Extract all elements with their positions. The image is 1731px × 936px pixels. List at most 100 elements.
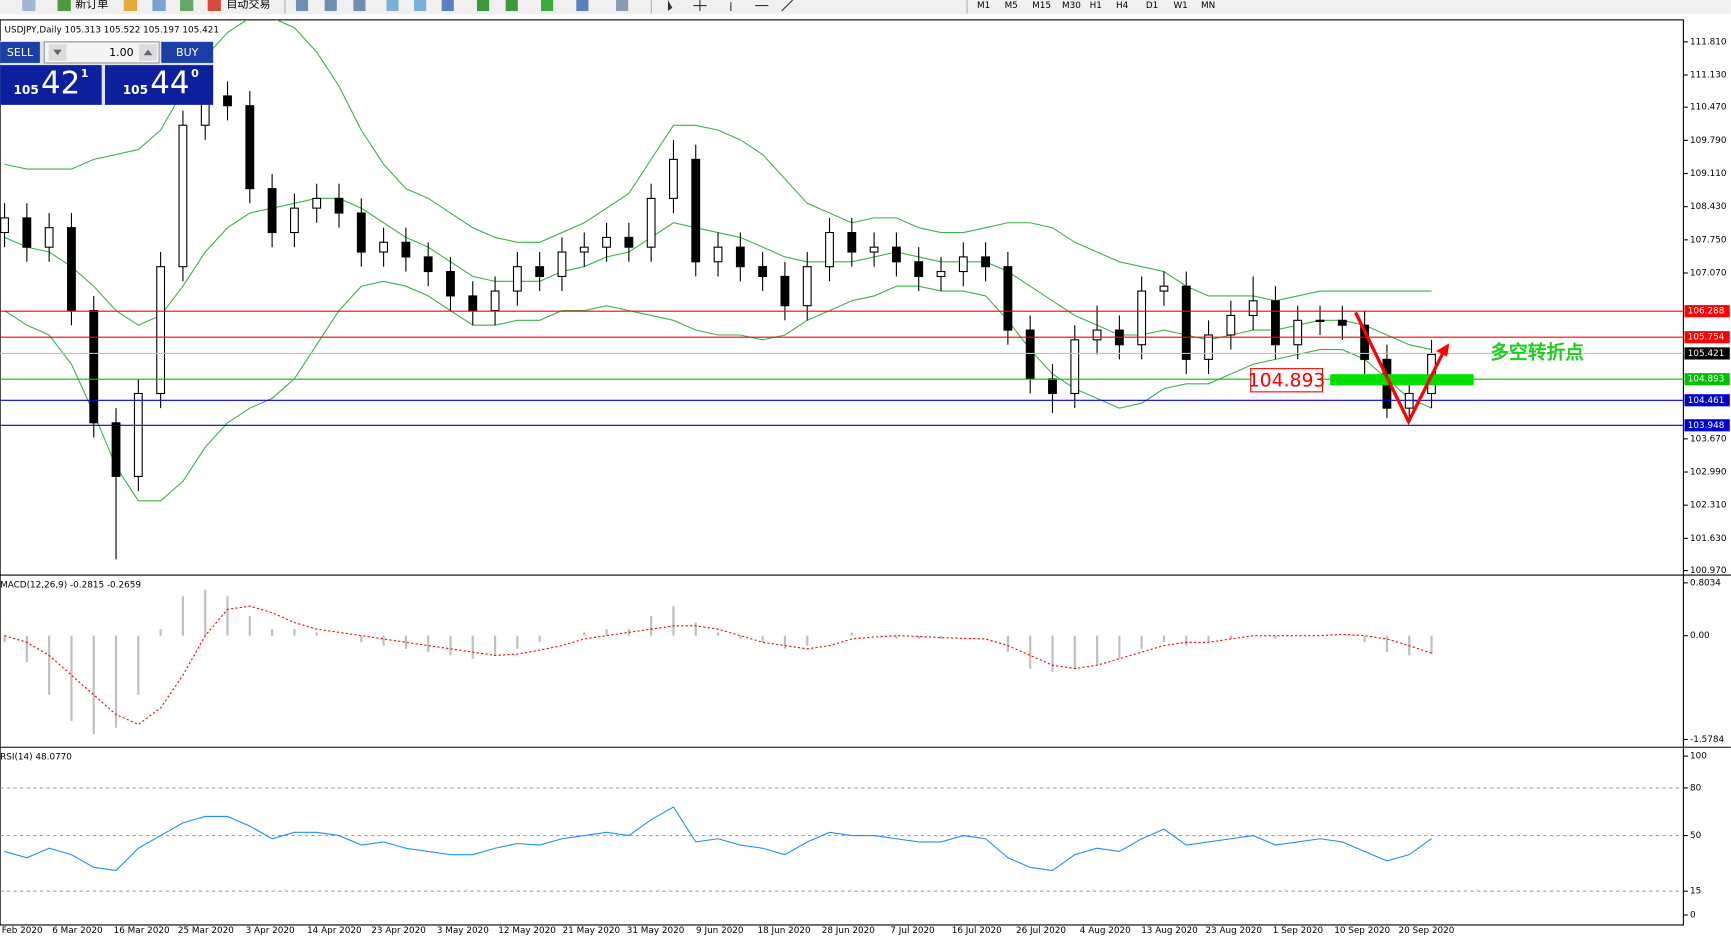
y-tick-label: 107.070 (1690, 269, 1727, 279)
icon[interactable] (441, 0, 454, 12)
ask-pip: 0 (191, 67, 199, 80)
bid-big: 105 (13, 83, 38, 97)
candle-body (735, 246, 745, 268)
bid-main: 42 (41, 65, 80, 101)
price-tag (1684, 394, 1730, 407)
candle-body (847, 231, 857, 253)
y-tick-label: 80 (1690, 783, 1702, 793)
candle-body (312, 197, 322, 209)
indicators[interactable] (540, 0, 554, 12)
price-tag-label: 103.948 (1688, 421, 1725, 431)
candle-body (1204, 334, 1213, 360)
ask-box[interactable] (105, 65, 214, 105)
candle-body (22, 217, 32, 248)
candle-body (1137, 290, 1147, 346)
candle-body (758, 266, 768, 277)
arrow-down (53, 49, 62, 56)
auto-trading-icon[interactable] (207, 0, 221, 12)
candle-body (1226, 314, 1236, 336)
timeframe-button[interactable]: MN (1201, 1, 1215, 11)
icon[interactable] (180, 0, 194, 12)
zoom-in[interactable] (386, 0, 399, 12)
candle-body (1248, 300, 1258, 317)
templates[interactable] (616, 0, 629, 12)
candle-body (1337, 319, 1347, 326)
arrow-up (143, 49, 153, 56)
candle-body (646, 197, 656, 248)
x-tick-label: 4 Aug 2020 (1080, 926, 1131, 936)
y-tick-label: 103.670 (1690, 434, 1727, 444)
lots-value[interactable]: 1.00 (109, 46, 134, 59)
icon[interactable] (22, 0, 36, 12)
x-tick-label: 16 Jul 2020 (952, 926, 1002, 936)
x-tick-label: 6 Mar 2020 (52, 926, 103, 936)
bid-box[interactable] (0, 65, 102, 105)
icon[interactable] (476, 0, 490, 12)
icon[interactable] (123, 0, 138, 12)
icon[interactable] (505, 0, 518, 12)
ask-main: 44 (150, 65, 189, 101)
timeframe-button[interactable]: M30 (1062, 1, 1081, 11)
price-tag (1684, 347, 1730, 360)
sell-label[interactable]: SELL (7, 46, 34, 59)
candle-body (490, 290, 500, 312)
candle-body (1159, 285, 1169, 292)
candle-body (869, 246, 879, 253)
x-tick-label: 23 Apr 2020 (371, 926, 426, 936)
signal-line (4, 605, 1432, 726)
crosshair-tool[interactable] (693, 0, 707, 12)
icon[interactable] (152, 0, 166, 12)
timeframe-button[interactable]: D1 (1146, 1, 1158, 11)
candle-body (669, 158, 678, 199)
y-tick-label: 102.990 (1690, 468, 1727, 478)
icon[interactable] (353, 0, 366, 12)
candle-body (914, 261, 924, 277)
bollinger-lower (4, 280, 1432, 502)
timeframe-button[interactable]: M5 (1005, 1, 1018, 11)
candle-body (111, 422, 121, 477)
buy-label[interactable]: BUY (176, 46, 199, 59)
timeframe-button[interactable]: M1 (977, 1, 990, 11)
y-tick-label: -1.5784 (1690, 735, 1724, 745)
candle-body (579, 246, 589, 253)
new-order-icon[interactable] (57, 0, 71, 12)
candle-body (156, 266, 166, 395)
plot (0, 19, 1684, 892)
periods[interactable] (576, 0, 589, 12)
timeframe-button[interactable]: W1 (1173, 1, 1187, 11)
x-tick-label: 25 Mar 2020 (178, 926, 234, 936)
icon[interactable] (295, 0, 309, 12)
candle-body (89, 310, 99, 424)
icon[interactable] (324, 0, 337, 12)
timeframe-button[interactable]: H1 (1090, 1, 1102, 11)
sell-button[interactable] (0, 41, 40, 63)
toolbar: 新订单 自动交易 M1 M5 M15 M30 H1 H4 D1 W1 MN (0, 0, 1731, 15)
candle-body (1092, 329, 1102, 341)
y-tick-label: 0 (1690, 910, 1696, 920)
candle-body (624, 236, 634, 248)
y-tick-label: 102.310 (1690, 501, 1727, 511)
candle-body (223, 95, 232, 107)
toolbar-bg (0, 0, 1731, 15)
price-tag-label: 104.893 (1688, 375, 1725, 385)
timeframe-button[interactable]: M15 (1032, 1, 1051, 11)
x-tick-label: 26 Jul 2020 (1016, 926, 1066, 936)
candle-body (1048, 378, 1057, 395)
candle-body (423, 256, 433, 273)
x-tick-label: 13 Aug 2020 (1141, 926, 1198, 936)
candle-body (557, 251, 567, 277)
auto-trading-button[interactable]: 自动交易 (226, 0, 270, 10)
cursor-tool[interactable] (667, 0, 673, 12)
zoom-out[interactable] (414, 0, 427, 12)
buy-button[interactable] (161, 41, 214, 63)
line-tools[interactable] (730, 0, 794, 12)
x-tick-label: 3 May 2020 (437, 926, 489, 936)
y-tick-label: 100 (1690, 752, 1707, 762)
price-label: 104.893 (1248, 370, 1326, 391)
lots-field[interactable] (43, 41, 160, 64)
new-order-button[interactable]: 新订单 (75, 0, 108, 10)
candle-body (334, 197, 344, 214)
timeframe-button[interactable]: H4 (1116, 1, 1129, 11)
